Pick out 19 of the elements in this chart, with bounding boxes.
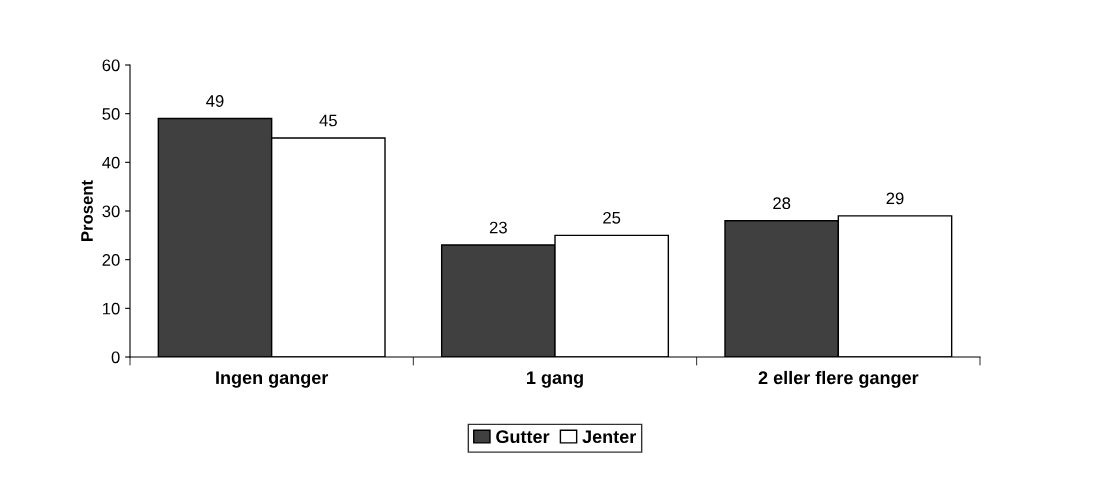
- y-tick-label: 30: [102, 205, 120, 218]
- y-tick-label: 10: [103, 302, 120, 315]
- data-label: 29: [886, 192, 904, 205]
- x-tick-label: 1 gang: [527, 371, 583, 388]
- data-label: 28: [773, 197, 791, 210]
- y-axis-title: Prosent: [81, 180, 93, 241]
- data-label: 25: [603, 211, 621, 224]
- y-tick-label: 60: [102, 59, 120, 72]
- y-tick-label: 50: [102, 108, 120, 120]
- legend-label: Jenter: [582, 430, 636, 444]
- data-label: 49: [206, 95, 224, 107]
- data-label: 45: [319, 114, 337, 127]
- x-tick-label: Ingen ganger: [216, 371, 329, 388]
- y-tick-label: 40: [102, 156, 120, 169]
- data-label: 23: [489, 221, 507, 234]
- legend-label: Gutter: [496, 430, 550, 444]
- y-tick-label: 20: [102, 254, 120, 266]
- x-tick-label: 2 eller flere ganger: [758, 370, 919, 388]
- y-tick-label: 0: [111, 351, 120, 364]
